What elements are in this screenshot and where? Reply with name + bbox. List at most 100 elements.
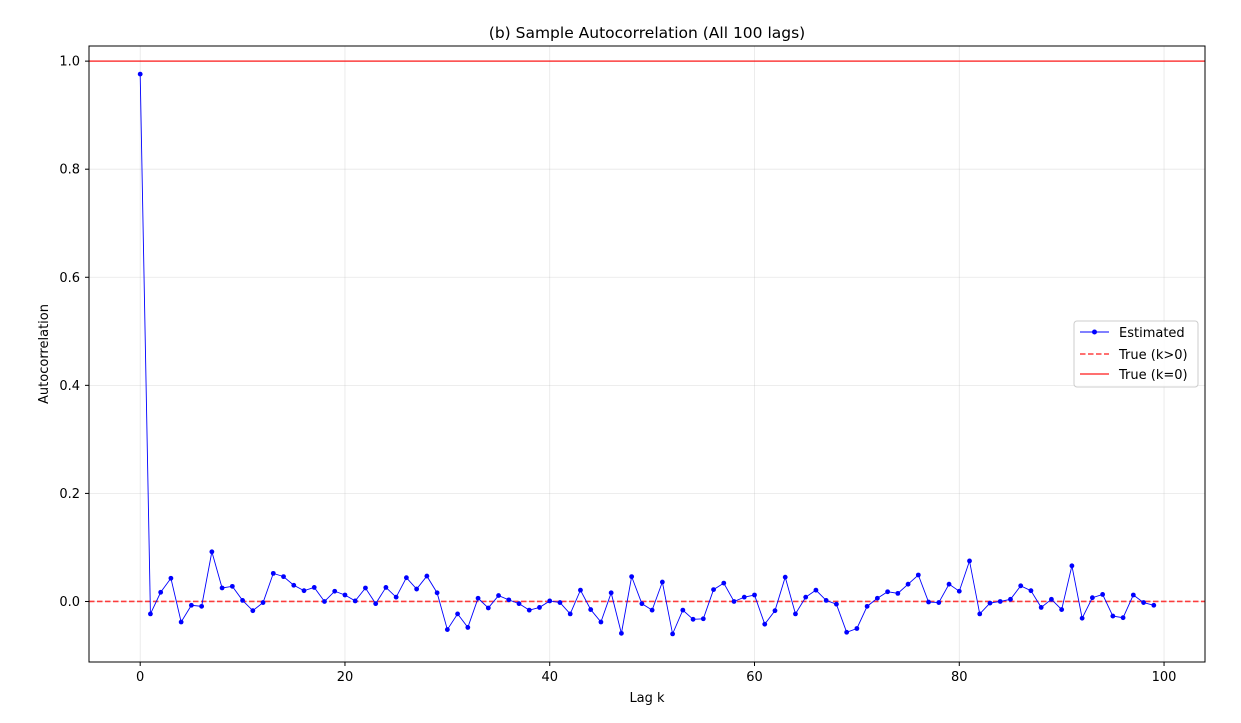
estimated-point bbox=[1049, 596, 1054, 602]
estimated-point bbox=[649, 607, 655, 613]
estimated-point bbox=[465, 625, 471, 630]
estimated-point bbox=[516, 601, 522, 607]
estimated-point bbox=[905, 581, 911, 587]
y-tick-label: 0.6 bbox=[59, 271, 80, 286]
y-axis-ticks: 0.0 0.2 0.4 0.6 0.8 1.0 bbox=[59, 55, 89, 610]
legend-true-k-eq-0-label: True (k=0) bbox=[1118, 368, 1188, 383]
estimated-point bbox=[229, 583, 235, 589]
estimated-point bbox=[823, 598, 829, 603]
estimated-point bbox=[895, 590, 901, 596]
estimated-point bbox=[383, 585, 389, 590]
estimated-point bbox=[137, 71, 143, 77]
estimated-point bbox=[1141, 600, 1146, 605]
estimated-point bbox=[711, 587, 716, 592]
x-axis-label: Lag k bbox=[629, 691, 665, 706]
estimated-point bbox=[946, 581, 952, 587]
legend-estimated-label: Estimated bbox=[1119, 326, 1185, 341]
estimated-point bbox=[496, 593, 501, 598]
estimated-point bbox=[291, 582, 297, 588]
estimated-point bbox=[1120, 615, 1126, 621]
estimated-point bbox=[322, 599, 327, 604]
estimated-point bbox=[158, 589, 164, 595]
estimated-point bbox=[148, 611, 153, 617]
estimated-point bbox=[1008, 596, 1013, 602]
estimated-point bbox=[659, 579, 665, 585]
estimated-point bbox=[588, 607, 594, 612]
legend-frame bbox=[1073, 320, 1199, 388]
estimated-point bbox=[1038, 605, 1044, 610]
estimated-point bbox=[967, 558, 972, 564]
estimated-point bbox=[864, 603, 870, 609]
estimated-point bbox=[578, 587, 583, 593]
estimated-point bbox=[721, 580, 727, 586]
estimated-point bbox=[997, 599, 1003, 604]
estimated-point bbox=[1110, 613, 1116, 619]
y-axis-label: Autocorrelation bbox=[37, 304, 52, 404]
estimated-point bbox=[1069, 563, 1075, 569]
legend-estimated-marker bbox=[1092, 329, 1097, 335]
y-tick-label: 0.2 bbox=[59, 487, 80, 502]
estimated-point bbox=[332, 588, 338, 594]
estimated-point bbox=[670, 631, 675, 637]
estimated-point bbox=[731, 599, 737, 604]
estimated-point bbox=[936, 600, 942, 605]
estimated-point bbox=[301, 588, 307, 594]
reference-lines bbox=[89, 60, 1205, 603]
estimated-point bbox=[342, 592, 348, 598]
estimated-point bbox=[414, 586, 420, 592]
estimated-point bbox=[874, 595, 880, 601]
estimated-point bbox=[782, 574, 788, 580]
estimated-point bbox=[444, 627, 450, 632]
chart-title: (b) Sample Autocorrelation (All 100 lags… bbox=[489, 24, 805, 42]
estimated-point bbox=[598, 619, 604, 625]
estimated-point bbox=[506, 597, 512, 603]
estimated-point bbox=[434, 590, 440, 596]
x-tick-label: 0 bbox=[136, 670, 144, 685]
estimated-point bbox=[281, 574, 286, 580]
x-tick-label: 80 bbox=[951, 670, 968, 685]
estimated-point bbox=[219, 585, 225, 591]
y-tick-label: 0.0 bbox=[59, 595, 80, 610]
estimated-point bbox=[803, 594, 809, 600]
estimated-point bbox=[1079, 615, 1085, 621]
y-tick-label: 1.0 bbox=[59, 55, 80, 70]
estimated-point bbox=[403, 575, 409, 581]
estimated-point bbox=[1018, 583, 1024, 589]
estimated-point bbox=[619, 630, 624, 636]
estimated-point bbox=[1130, 592, 1136, 598]
x-axis-ticks: 0 20 40 60 80 100 bbox=[136, 662, 1176, 685]
estimated-point bbox=[813, 587, 819, 593]
x-tick-label: 20 bbox=[337, 670, 354, 685]
estimated-point bbox=[690, 616, 696, 622]
estimated-point bbox=[834, 601, 839, 607]
estimated-point bbox=[793, 611, 798, 617]
estimated-point bbox=[629, 574, 635, 580]
estimated-point bbox=[270, 570, 276, 576]
estimated-point bbox=[547, 598, 553, 604]
estimated-line bbox=[139, 74, 1154, 636]
x-tick-label: 60 bbox=[746, 670, 763, 685]
plot-frame bbox=[88, 45, 1206, 663]
estimated-point bbox=[844, 629, 850, 635]
x-tick-label: 40 bbox=[541, 670, 558, 685]
estimated-point bbox=[424, 573, 430, 579]
y-tick-label: 0.4 bbox=[59, 379, 80, 394]
estimated-point bbox=[1089, 595, 1095, 601]
estimated-point bbox=[854, 626, 860, 631]
estimated-point bbox=[393, 594, 399, 600]
estimated-point bbox=[557, 600, 563, 605]
y-tick-label: 0.8 bbox=[59, 163, 80, 178]
estimated-point bbox=[772, 608, 778, 614]
estimated-point bbox=[363, 585, 368, 591]
estimated-point bbox=[455, 611, 460, 617]
estimated-point bbox=[741, 594, 747, 600]
estimated-point bbox=[240, 598, 245, 603]
estimated-point bbox=[987, 600, 993, 606]
estimated-point bbox=[1100, 592, 1106, 597]
estimated-point bbox=[537, 605, 542, 610]
estimated-point bbox=[168, 575, 174, 581]
estimated-point bbox=[199, 603, 205, 609]
estimated-point bbox=[926, 599, 931, 605]
estimated-point bbox=[885, 589, 891, 595]
